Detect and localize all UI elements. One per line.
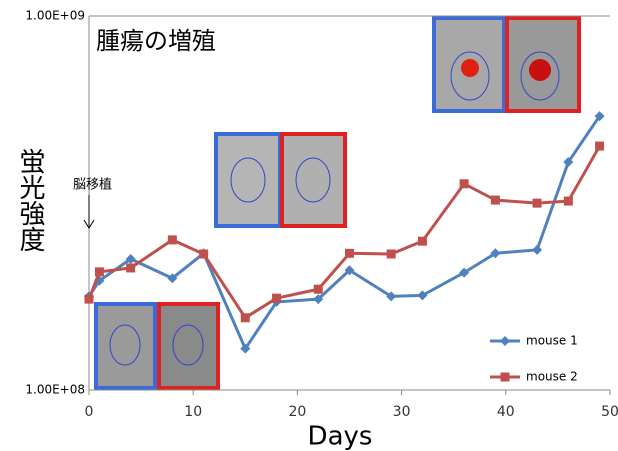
- data-point: [199, 249, 209, 259]
- data-point: [313, 294, 324, 305]
- data-point: [490, 195, 500, 205]
- roi: [230, 157, 266, 203]
- data-point: [563, 196, 573, 206]
- data-point: [126, 263, 136, 273]
- data-point: [459, 267, 470, 278]
- series-line: [87, 145, 601, 320]
- roi: [109, 324, 141, 366]
- arrow-head: [83, 219, 95, 229]
- data-point: [386, 291, 397, 302]
- data-point: [272, 293, 282, 303]
- mouse-image: [280, 132, 347, 228]
- legend-label: mouse 1: [526, 334, 578, 348]
- y-axis-label: 蛍光強度: [15, 148, 45, 252]
- data-point: [595, 141, 605, 151]
- y-tick-label: 1.00E+08: [25, 383, 85, 397]
- mouse-images: [94, 16, 581, 390]
- roi: [520, 51, 560, 101]
- x-tick-label: 40: [497, 404, 515, 420]
- mouse-image: [214, 132, 282, 228]
- data-point: [94, 267, 104, 277]
- chart-title: 腫瘍の増殖: [96, 27, 216, 55]
- data-point: [313, 284, 323, 294]
- data-point: [417, 236, 427, 246]
- data-point: [240, 343, 251, 354]
- x-tick-label: 10: [184, 404, 202, 420]
- data-point: [167, 235, 177, 245]
- x-axis-label: Days: [308, 422, 373, 451]
- data-point: [459, 179, 469, 189]
- legend-marker: [500, 336, 510, 346]
- x-tick-label: 30: [393, 404, 411, 420]
- data-point: [125, 254, 136, 265]
- legend-label: mouse 2: [526, 370, 578, 384]
- data-point: [594, 111, 605, 122]
- x-tick-label: 0: [85, 404, 94, 420]
- data-point: [532, 198, 542, 208]
- data-point: [240, 313, 250, 323]
- annotation: 脳移植: [73, 178, 112, 193]
- data-point: [417, 290, 428, 301]
- data-point: [84, 294, 94, 304]
- data-point: [167, 273, 178, 284]
- roi: [172, 324, 204, 366]
- data-point: [532, 244, 543, 255]
- data-point: [345, 248, 354, 258]
- roi: [295, 157, 331, 203]
- x-tick-label: 20: [288, 404, 306, 420]
- roi: [450, 51, 490, 101]
- mouse-image: [505, 16, 581, 113]
- x-tick-label: 50: [601, 404, 618, 420]
- legend-marker: [500, 372, 510, 382]
- signal: [461, 59, 479, 77]
- series-line: [87, 115, 601, 352]
- y-tick-label: 1.00E+09: [25, 9, 85, 23]
- mouse-image: [157, 302, 220, 390]
- data-point: [490, 248, 501, 259]
- data-point: [344, 265, 355, 276]
- data-point: [563, 157, 574, 168]
- signal: [529, 59, 551, 81]
- mouse-image: [94, 302, 157, 390]
- data-point: [386, 249, 396, 259]
